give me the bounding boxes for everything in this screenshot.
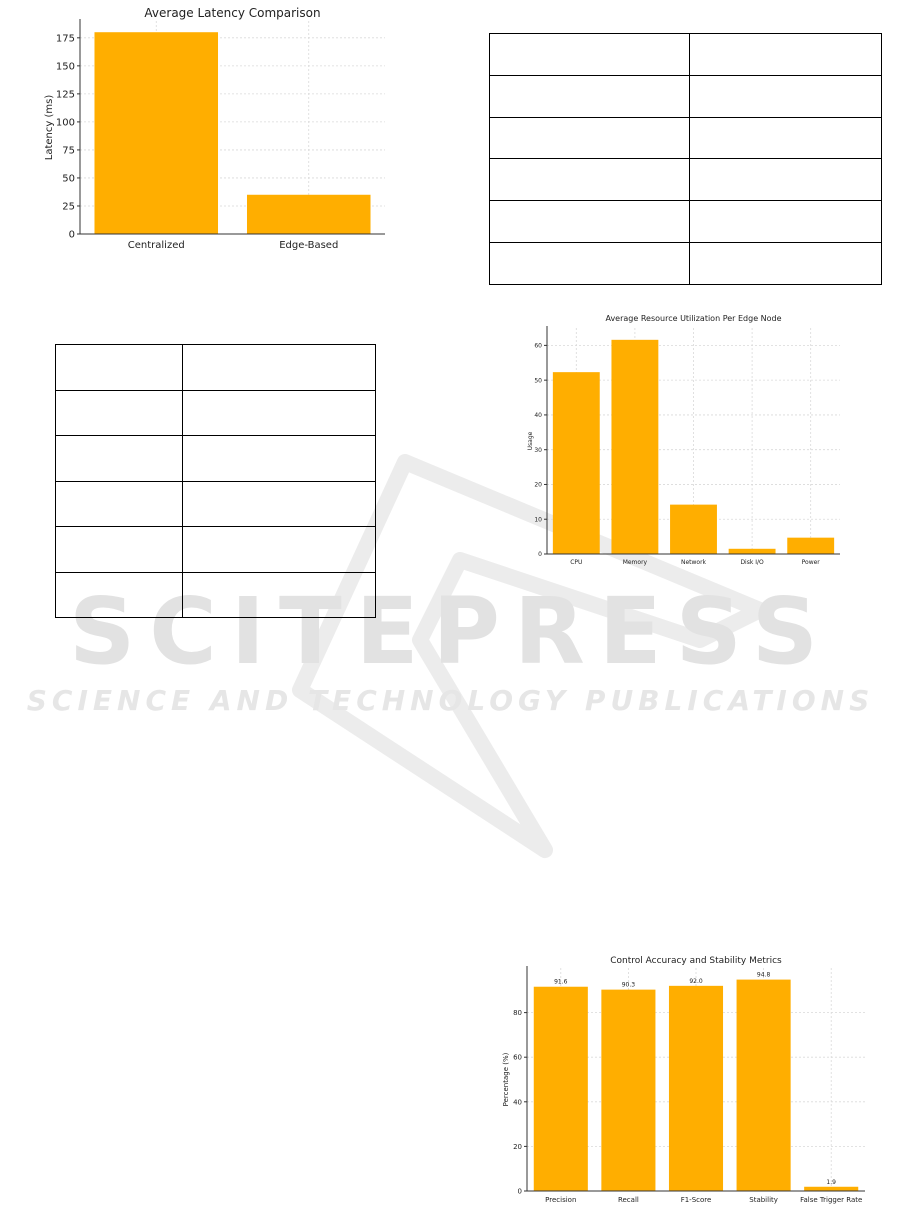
accuracy-chart: 91.6 Precision 90.3 Recall 92.0 F1-Score 94.8 S… [495, 950, 875, 1205]
x-tick-label: Disk I/O [740, 559, 764, 566]
bar [611, 339, 659, 554]
bar [533, 986, 588, 1191]
y-tick-label: 0 [518, 1187, 522, 1195]
x-tick-label: Edge-Based [279, 240, 338, 251]
y-tick-label: 25 [62, 201, 75, 212]
y-tick-label: 150 [56, 61, 75, 72]
data-label: 94.8 [757, 972, 771, 979]
table-row [55, 571, 376, 618]
chart-title: Control Accuracy and Stability Metrics [610, 956, 782, 966]
y-tick-label: 20 [534, 482, 542, 489]
x-tick-label: Recall [618, 1196, 639, 1204]
data-label: 1.9 [826, 1179, 836, 1186]
y-tick-label: 60 [534, 342, 542, 349]
table-row [55, 435, 376, 482]
x-tick-label: F1-Score [681, 1196, 712, 1204]
y-tick-label: 175 [56, 33, 75, 44]
bar [668, 985, 724, 1191]
resource-chart-svg: CPU Memory Network Disk I/O Power 0 10 20 30 40 50… [527, 314, 840, 566]
data-label: 90.3 [622, 982, 636, 989]
bar [94, 32, 219, 234]
latency-chart-svg: Centralized Edge-Based 0 25 50 75 100 125 150 175… [44, 6, 385, 251]
x-tick-label: False Trigger Rate [800, 1196, 862, 1204]
table-row [489, 74, 882, 118]
x-tick-label: Network [681, 559, 707, 566]
y-tick-label: 0 [538, 551, 542, 558]
y-tick-label: 30 [534, 447, 542, 454]
data-label: 92.0 [689, 978, 703, 985]
y-tick-label: 40 [534, 412, 542, 419]
y-tick-label: 60 [513, 1054, 522, 1062]
chart-title: Average Resource Utilization Per Edge No… [605, 314, 781, 323]
x-tick-label: Stability [749, 1196, 778, 1204]
table-row [489, 116, 882, 160]
table-row [55, 480, 376, 527]
table-row [489, 242, 882, 285]
x-tick-label: Memory [623, 559, 648, 566]
y-tick-label: 100 [56, 117, 75, 128]
table-row [55, 344, 376, 391]
x-tick-label: Precision [545, 1196, 576, 1204]
y-axis-label: Percentage (%) [502, 1052, 510, 1106]
y-tick-label: 10 [534, 516, 542, 523]
table-row [55, 526, 376, 573]
table-row [489, 33, 882, 76]
y-axis-label: Usage [527, 431, 534, 450]
y-tick-label: 20 [513, 1143, 522, 1151]
bar [804, 1186, 859, 1191]
table-row [489, 200, 882, 244]
table-row [489, 158, 882, 202]
y-tick-label: 40 [513, 1098, 522, 1106]
data-label: 91.6 [554, 979, 568, 986]
latency-chart: Centralized Edge-Based 0 25 50 75 100 125 150 175… [30, 0, 400, 260]
bar [728, 548, 776, 554]
chart-title: Average Latency Comparison [144, 6, 320, 20]
y-tick-label: 0 [69, 230, 75, 241]
y-tick-label: 80 [513, 1009, 522, 1017]
bar [736, 979, 791, 1191]
x-tick-label: CPU [570, 559, 582, 566]
bar [552, 372, 600, 554]
resource-chart: CPU Memory Network Disk I/O Power 0 10 20 30 40 50… [520, 308, 850, 573]
metrics-table [55, 344, 376, 618]
bar [246, 194, 371, 234]
x-tick-label: Centralized [128, 240, 185, 251]
bar [787, 537, 835, 554]
table-row [55, 389, 376, 436]
y-tick-label: 50 [62, 173, 75, 184]
y-axis-label: Latency (ms) [44, 95, 55, 161]
bar [670, 504, 717, 554]
accuracy-chart-svg: 91.6 Precision 90.3 Recall 92.0 F1-Score 94.8 S… [502, 956, 865, 1204]
comparison-table [489, 33, 882, 285]
watermark-subtitle: SCIENCE AND TECHNOLOGY PUBLICATIONS [26, 684, 875, 717]
x-tick-label: Power [802, 559, 821, 566]
y-tick-label: 50 [534, 377, 542, 384]
y-tick-label: 75 [62, 145, 75, 156]
y-tick-label: 125 [56, 89, 75, 100]
bar [601, 989, 656, 1191]
